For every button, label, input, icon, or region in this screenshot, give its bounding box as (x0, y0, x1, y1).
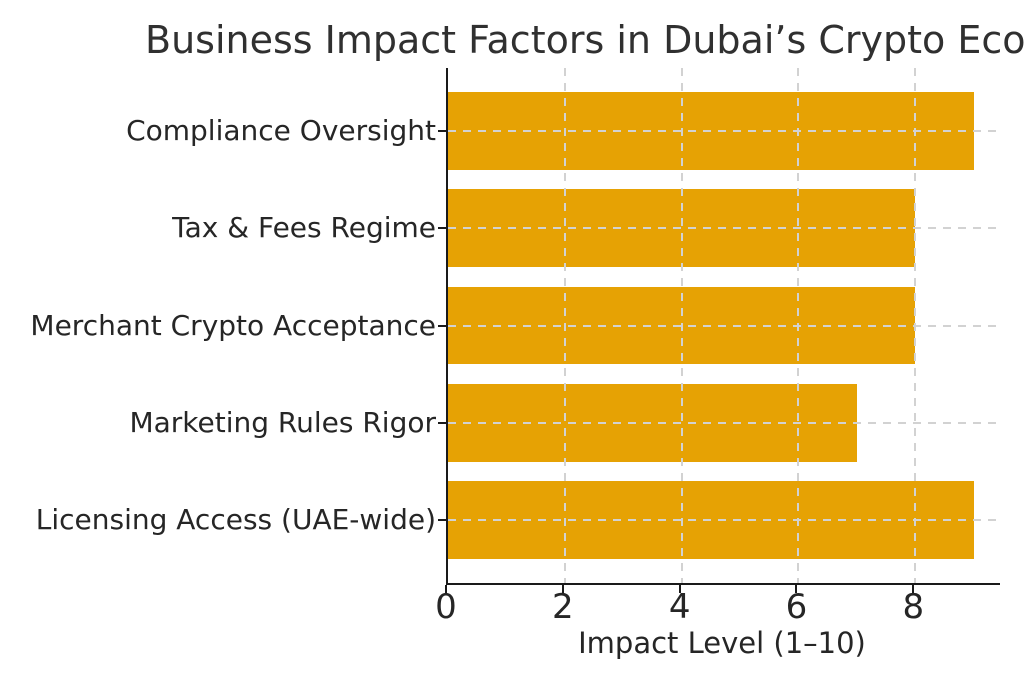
chart-title: Business Impact Factors in Dubai’s Crypt… (145, 18, 1024, 62)
x-tick-label: 0 (435, 587, 457, 627)
h-gridline (448, 519, 1000, 522)
x-tick-label: 4 (668, 587, 691, 627)
x-tick-mark (561, 585, 564, 593)
plot-area (446, 68, 1000, 585)
h-gridline (448, 421, 1000, 424)
x-tick-label: 8 (902, 587, 925, 627)
x-tick-mark (445, 585, 447, 593)
category-label: Compliance Oversight (126, 113, 436, 147)
h-gridline (448, 227, 1000, 230)
category-label: Marketing Rules Rigor (129, 405, 436, 439)
x-axis-title: Impact Level (1–10) (578, 626, 866, 660)
y-tick-mark (438, 129, 446, 132)
h-gridline (448, 324, 1000, 327)
x-tick-label: 6 (785, 587, 808, 627)
category-label: Licensing Access (UAE-wide) (35, 503, 436, 537)
y-tick-mark (438, 227, 446, 230)
category-label: Merchant Crypto Acceptance (30, 308, 436, 342)
y-tick-mark (438, 324, 446, 327)
x-tick-mark (678, 585, 681, 593)
y-tick-mark (438, 421, 446, 424)
x-tick-mark (795, 585, 798, 593)
y-tick-mark (438, 519, 446, 522)
category-label: Tax & Fees Regime (172, 211, 436, 245)
x-tick-mark (912, 585, 915, 593)
h-gridline (448, 129, 1000, 132)
x-tick-label: 2 (551, 587, 574, 627)
